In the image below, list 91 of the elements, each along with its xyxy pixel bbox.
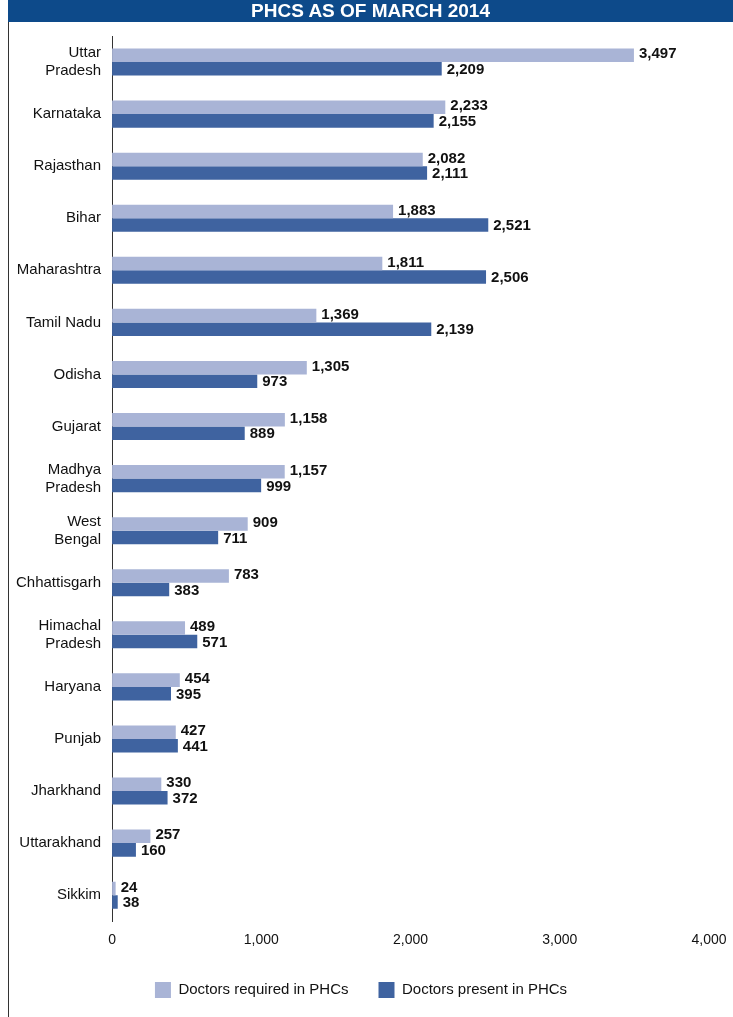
data-label: 2,139 (436, 320, 474, 338)
data-label: 2,155 (438, 112, 477, 130)
bar (112, 569, 229, 583)
data-label: 24 (120, 877, 138, 895)
bar (112, 673, 180, 687)
y-tick-label: Uttar Pradesh (45, 43, 102, 79)
bar (112, 322, 432, 336)
bar (112, 791, 168, 805)
data-label: 1,158 (289, 408, 328, 426)
bar (112, 114, 434, 128)
bar (112, 426, 245, 441)
y-tick-label: Gujarat (51, 416, 102, 434)
x-tick-label: 4,000 (691, 931, 727, 948)
bar (112, 218, 489, 232)
bar (112, 465, 285, 479)
bar (112, 100, 446, 115)
y-tick-label: Odisha (53, 364, 102, 382)
bar (112, 634, 198, 649)
y-tick-label: Chhattisgarh (15, 572, 102, 590)
data-label: 1,157 (289, 460, 328, 478)
bar (112, 686, 171, 701)
bar (112, 48, 634, 63)
bar (112, 152, 423, 167)
data-label: 2,233 (450, 96, 488, 114)
data-label: 2,521 (493, 216, 531, 234)
legend-label: Doctors required in PHCs (178, 980, 349, 998)
data-label: 1,305 (311, 356, 350, 374)
y-tick-label: Punjab (54, 729, 102, 747)
bar (112, 62, 442, 76)
data-label: 38 (122, 893, 140, 911)
bar (112, 166, 428, 180)
data-label: 2,506 (491, 268, 529, 286)
bar (112, 374, 258, 388)
bar (112, 725, 176, 739)
data-label: 571 (202, 632, 228, 650)
x-tick-label: 0 (108, 931, 117, 948)
data-label: 489 (190, 617, 216, 635)
data-label: 711 (223, 528, 248, 546)
y-tick-label: Tamil Nadu (26, 312, 102, 330)
bar (112, 530, 219, 545)
x-tick-label: 1,000 (243, 931, 280, 948)
data-label: 257 (155, 825, 181, 843)
bar (112, 270, 487, 284)
data-label: 1,883 (398, 200, 436, 218)
data-label: 1,369 (321, 304, 359, 322)
x-tick-label: 3,000 (542, 931, 578, 948)
data-label: 973 (262, 372, 288, 390)
y-tick-label: Madhya Pradesh (45, 459, 102, 495)
data-label: 383 (174, 580, 200, 598)
bar (112, 777, 162, 792)
y-tick-label: Karnataka (32, 104, 102, 122)
y-tick-label: Haryana (44, 677, 102, 695)
data-label: 909 (252, 513, 278, 531)
bar (112, 582, 170, 597)
data-label: 330 (166, 773, 192, 791)
data-label: 441 (182, 736, 208, 754)
data-label: 3,497 (638, 44, 677, 62)
data-label: 889 (249, 424, 275, 442)
y-tick-label: Rajasthan (33, 156, 102, 174)
bar (112, 308, 317, 323)
bar (112, 256, 383, 271)
data-label: 160 (140, 841, 166, 858)
data-label: 999 (266, 476, 292, 494)
data-label: 454 (184, 669, 211, 687)
legend-label: Doctors present in PHCs (402, 980, 568, 998)
chart-title: PHCS AS OF MARCH 2014 (8, 0, 733, 22)
y-tick-label: Sikkim (56, 885, 102, 903)
bar (112, 621, 186, 635)
bar (112, 738, 178, 753)
data-label: 395 (176, 684, 202, 702)
y-tick-label: Bihar (66, 208, 102, 226)
x-tick-label: 2,000 (393, 931, 429, 948)
y-tick-label: Jharkhand (30, 781, 102, 799)
bar (112, 895, 118, 909)
bar (112, 517, 248, 531)
bar (112, 360, 307, 375)
y-tick-label: West Bengal (54, 511, 102, 547)
data-label: 2,082 (427, 148, 466, 166)
y-tick-label: Himachal Pradesh (38, 615, 102, 651)
bar (112, 843, 136, 857)
data-label: 1,811 (387, 252, 425, 270)
y-tick-label: Uttarakhand (19, 833, 102, 851)
bar (112, 412, 285, 427)
data-label: 372 (172, 788, 198, 806)
bar (112, 829, 151, 844)
bar (112, 478, 262, 493)
bar (112, 204, 394, 219)
y-tick-label: Maharashtra (16, 260, 102, 278)
data-label: 2,209 (446, 59, 485, 77)
data-label: 783 (233, 565, 259, 583)
data-label: 427 (180, 721, 206, 739)
